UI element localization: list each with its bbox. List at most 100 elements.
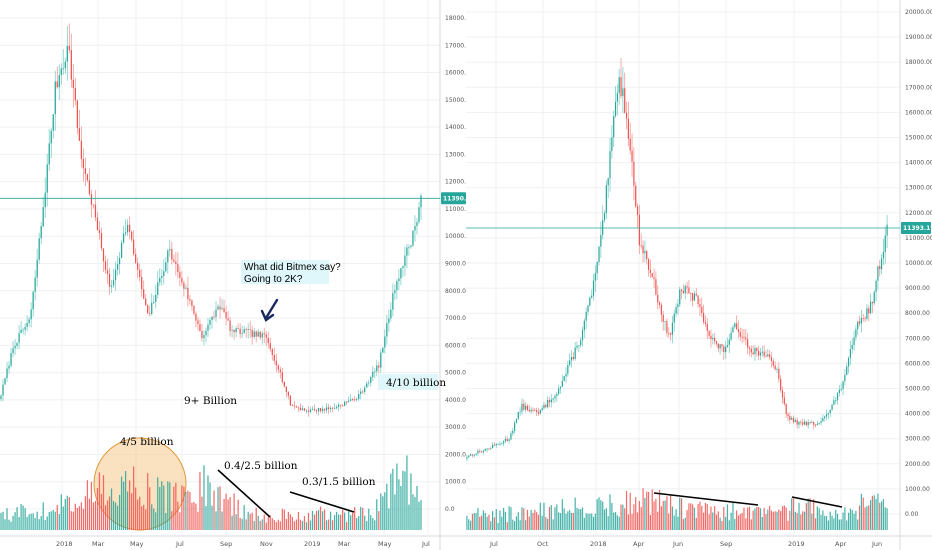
volume-bar	[137, 499, 139, 530]
y-tick-label: 18000.00	[905, 59, 932, 66]
candle-body	[106, 270, 109, 274]
candle-body	[114, 269, 117, 281]
candle-body	[686, 286, 688, 288]
candle-body	[339, 404, 342, 406]
volume-bar	[576, 507, 578, 530]
candle-body	[591, 295, 593, 298]
volume-bar	[858, 505, 861, 530]
volume-bar	[283, 509, 285, 530]
candle-body	[525, 405, 527, 410]
candle-body	[477, 450, 479, 454]
candle-body	[701, 306, 703, 313]
volume-bar	[616, 515, 618, 530]
candle-body	[877, 266, 879, 281]
volume-bar	[558, 512, 560, 530]
candle-body	[141, 277, 143, 290]
candle-body	[84, 168, 87, 175]
volume-bar	[868, 505, 870, 530]
candle-body	[723, 346, 725, 353]
volume-bar	[657, 511, 659, 530]
candle-body	[521, 403, 523, 412]
candle-body	[844, 374, 846, 382]
volume-bar	[139, 496, 141, 530]
candle-body	[68, 45, 70, 51]
candle-body	[137, 262, 139, 270]
volume-bar	[477, 508, 479, 530]
x-tick-label: Jun	[871, 540, 882, 548]
candle-body	[803, 421, 806, 425]
volume-bar	[213, 490, 215, 530]
volume-bar	[589, 513, 591, 530]
volume-bar	[860, 493, 862, 530]
candle-body	[691, 293, 694, 301]
right-candlestick-chart[interactable]: 20000.00 19000.00 18000.00 17000.00 16000.00…	[466, 0, 932, 550]
volume-bar	[106, 500, 109, 530]
volume-bar	[10, 521, 12, 530]
candle-body	[386, 323, 388, 337]
candle-body	[30, 309, 32, 320]
volume-bar	[237, 499, 239, 530]
volume-bar	[366, 521, 368, 530]
candle-body	[10, 353, 12, 366]
candle-body	[558, 388, 560, 394]
candle-body	[337, 404, 340, 408]
candle-body	[203, 335, 205, 339]
x-tick-label: Mar	[92, 540, 105, 548]
volume-bar	[261, 519, 263, 530]
volume-bar	[177, 501, 179, 530]
candle-body	[139, 269, 141, 278]
candle-body	[756, 348, 758, 352]
candle-body	[712, 337, 714, 340]
volume-bar	[880, 501, 883, 530]
volume-bar	[42, 502, 44, 530]
volume-bar	[205, 506, 207, 530]
volume-bar	[183, 486, 185, 530]
volume-bar	[730, 512, 732, 530]
volume-bar	[279, 521, 281, 530]
candle-body	[614, 101, 617, 117]
candle-body	[587, 305, 589, 312]
candle-body	[761, 351, 763, 353]
candle-body	[493, 444, 496, 446]
candle-body	[583, 320, 585, 330]
volume-bar	[675, 509, 677, 530]
volume-bar	[414, 497, 416, 530]
volume-bar	[875, 498, 877, 530]
candle-body	[831, 404, 833, 410]
candle-body	[384, 336, 386, 348]
volume-bar	[128, 480, 131, 530]
candle-body	[257, 331, 259, 337]
volume-bar	[348, 509, 350, 530]
candle-body	[392, 293, 394, 310]
volume-bar	[271, 518, 273, 530]
volume-bar	[686, 510, 688, 530]
candle-body	[303, 408, 306, 411]
left-chart-panel[interactable]: 18000.0 17000.0 16000.0 15000.0 14000.0 13000…	[0, 0, 466, 550]
right-chart-panel[interactable]: 20000.00 19000.00 18000.00 17000.00 16000.00…	[466, 0, 932, 550]
volume-bar	[362, 507, 364, 530]
candle-body	[358, 394, 360, 400]
candle-body	[514, 422, 516, 431]
candle-body	[666, 321, 668, 334]
candle-body	[706, 323, 708, 331]
left-candlestick-chart[interactable]: 18000.0 17000.0 16000.0 15000.0 14000.0 13000…	[0, 0, 466, 550]
candle-body	[173, 259, 175, 262]
candle-body	[297, 407, 300, 409]
candle-body	[855, 329, 857, 338]
volume-bar	[398, 479, 400, 530]
candle-body	[251, 329, 253, 337]
volume-bar	[851, 510, 853, 530]
candle-body	[704, 322, 707, 324]
volume-bar	[864, 507, 866, 530]
candle-body	[543, 404, 545, 409]
volume-bar	[229, 497, 231, 530]
candle-body	[175, 261, 177, 265]
volume-bar	[638, 500, 640, 530]
candle-body	[717, 343, 719, 349]
candle-body	[482, 450, 485, 453]
y-tick-label: 12000.00	[905, 210, 932, 217]
volume-bar	[285, 518, 287, 530]
candle-body	[469, 454, 472, 456]
candle-body	[567, 364, 569, 374]
volume-bar	[647, 491, 650, 530]
